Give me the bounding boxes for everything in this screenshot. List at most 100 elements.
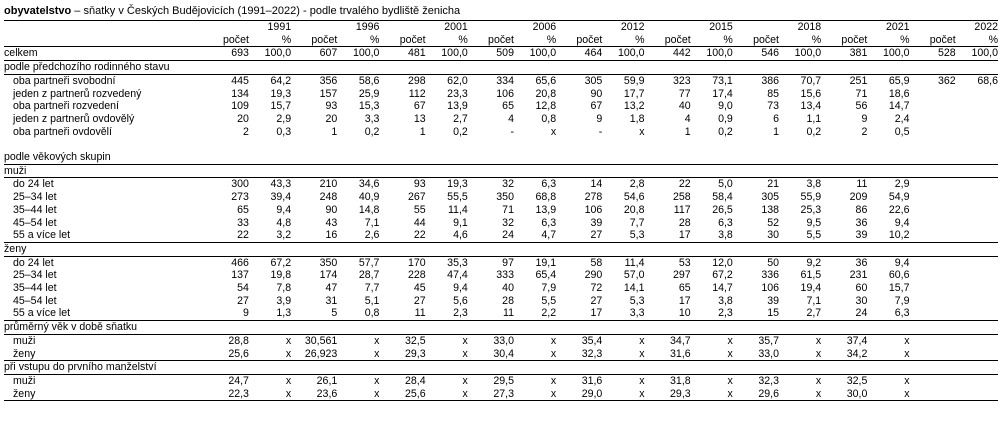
percent-cell: 6,3 bbox=[541, 216, 557, 229]
year-header: 2001 bbox=[379, 19, 468, 34]
percent-cell: x bbox=[374, 347, 380, 360]
count-cell: 323 bbox=[672, 74, 691, 87]
percent-cell: 13,4 bbox=[800, 100, 822, 113]
percent-cell: 55,9 bbox=[800, 191, 822, 204]
count-cell: 43 bbox=[325, 216, 338, 229]
count-cell bbox=[910, 191, 956, 204]
percent-cell: 73,1 bbox=[712, 74, 733, 87]
percent-cell: 100,0 bbox=[867, 46, 910, 61]
percent-cell: 65,9 bbox=[888, 74, 910, 87]
percent-cell: 57,7 bbox=[358, 256, 380, 269]
count-cell: 25,6 bbox=[228, 347, 249, 360]
count-cell: 29,3 bbox=[644, 387, 691, 402]
percent-cell: 5,5 bbox=[541, 294, 557, 307]
percent-cell: 43,3 bbox=[270, 178, 292, 191]
percent-cell: x bbox=[550, 374, 557, 387]
count-cell: 228 bbox=[407, 269, 426, 282]
count-cell: 278 bbox=[584, 191, 603, 204]
count-cell: 2 bbox=[243, 125, 249, 138]
table-row: muži 24,7 x 26,1 x 28,4 x 29,5 x 31,6 x 31,8 x 32,3 x 3… bbox=[4, 374, 998, 387]
percent-cell: 1,3 bbox=[276, 307, 292, 320]
percent-cell: 20,8 bbox=[535, 87, 557, 100]
count-cell: 44 bbox=[413, 216, 426, 229]
page-title: obyvatelstvo – sňatky v Českých Budějovi… bbox=[4, 3, 998, 20]
count-cell bbox=[910, 269, 956, 282]
percent-cell: 12,0 bbox=[712, 256, 733, 269]
percent-cell: 14,8 bbox=[358, 203, 380, 216]
count-cell: 112 bbox=[408, 87, 426, 100]
count-cell bbox=[910, 204, 956, 217]
count-cell: 32 bbox=[502, 178, 514, 191]
count-cell: 32,3 bbox=[581, 347, 603, 360]
count-cell: 24 bbox=[855, 307, 868, 320]
count-cell: 31,6 bbox=[670, 347, 691, 360]
percent-cell: 68,6 bbox=[977, 74, 998, 87]
section-age: podle věkových skupin bbox=[4, 151, 998, 165]
percent-cell: x bbox=[639, 125, 645, 138]
count-cell: 52 bbox=[767, 216, 779, 229]
row-label: do 24 let bbox=[13, 178, 54, 191]
count-cell: 350 bbox=[496, 191, 514, 204]
percent-cell: 0,8 bbox=[541, 112, 557, 125]
count-cell: 85 bbox=[767, 87, 779, 100]
count-header: počet bbox=[664, 33, 691, 46]
percent-header: % bbox=[370, 33, 380, 46]
count-cell: 29,5 bbox=[493, 374, 514, 387]
count-cell: 28,8 bbox=[228, 334, 249, 347]
count-cell bbox=[910, 100, 956, 113]
count-cell: 170 bbox=[407, 256, 426, 269]
percent-cell: 58,6 bbox=[358, 74, 380, 87]
count-cell: 97 bbox=[502, 256, 514, 269]
table-row: muži 28,8 x 30,561 x 32,5 x 33,0 x 35,4 x 34,7 x 35,7… bbox=[4, 334, 998, 347]
percent-cell: 15,6 bbox=[800, 87, 822, 100]
table-row: 35–44 let 54 7,8 47 7,7 45 9,4 40 7,9 72 14,1 65 14,… bbox=[4, 282, 998, 295]
percent-cell: 17,7 bbox=[623, 87, 645, 100]
count-cell: 71 bbox=[855, 87, 868, 100]
table-row: ženy 25,6 x 26,923 x 29,3 x 30,4 x 32,3 x 31,6 x 33,0… bbox=[4, 348, 998, 361]
percent-cell: 7,1 bbox=[806, 294, 822, 307]
row-label: muži bbox=[13, 374, 36, 387]
percent-cell: 5,3 bbox=[629, 229, 645, 242]
row-label: celkem bbox=[4, 46, 203, 61]
count-cell: 36 bbox=[855, 216, 868, 229]
count-cell: 231 bbox=[849, 269, 868, 282]
section-heading: při vstupu do prvního manželství bbox=[4, 360, 998, 375]
percent-cell: 58,4 bbox=[712, 191, 733, 204]
percent-cell: 100,0 bbox=[690, 46, 733, 61]
percent-cell bbox=[956, 204, 998, 217]
count-cell: 30,561 bbox=[304, 334, 338, 347]
count-cell: 546 bbox=[732, 46, 779, 61]
count-cell: 251 bbox=[849, 74, 868, 87]
count-cell: 27 bbox=[413, 294, 426, 307]
percent-cell: x bbox=[285, 347, 292, 360]
percent-cell: 3,8 bbox=[806, 178, 822, 191]
percent-header: % bbox=[546, 33, 557, 46]
count-cell: 273 bbox=[231, 191, 249, 204]
count-cell: 15 bbox=[767, 307, 779, 320]
corner-cell bbox=[4, 34, 203, 47]
count-cell: 1 bbox=[419, 125, 426, 138]
percent-cell: 19,3 bbox=[447, 178, 468, 191]
percent-cell: 14,1 bbox=[623, 282, 645, 295]
year-header: 2018 bbox=[732, 19, 822, 34]
percent-cell: x bbox=[425, 387, 468, 402]
total-row: celkem 693 100,0 607 100,0 481 100,0 509 100,0 46… bbox=[4, 46, 998, 61]
percent-cell: 2,4 bbox=[894, 112, 910, 125]
percent-cell: x bbox=[550, 347, 557, 360]
count-cell: 33,0 bbox=[758, 347, 779, 360]
percent-cell: x bbox=[374, 334, 380, 347]
count-cell bbox=[910, 88, 956, 101]
count-cell: 248 bbox=[319, 191, 338, 204]
count-cell: 90 bbox=[325, 203, 338, 216]
percent-cell: 9,4 bbox=[453, 282, 468, 295]
count-cell: 5 bbox=[331, 307, 338, 320]
count-cell: 6 bbox=[773, 112, 779, 125]
count-cell: 24 bbox=[502, 229, 514, 242]
count-cell: 445 bbox=[231, 74, 249, 87]
percent-cell: x bbox=[690, 387, 733, 402]
count-cell: 27,3 bbox=[467, 387, 514, 402]
percent-cell bbox=[956, 191, 998, 204]
count-cell: 30 bbox=[855, 294, 868, 307]
count-cell: 134 bbox=[231, 87, 249, 100]
percent-header: % bbox=[900, 33, 910, 46]
